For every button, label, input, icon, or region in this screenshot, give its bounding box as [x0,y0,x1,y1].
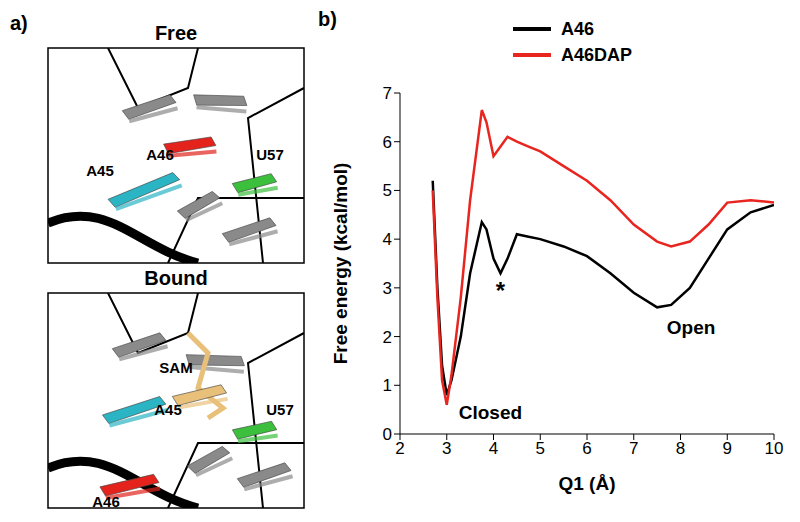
svg-text:a): a) [10,12,28,34]
html-text:b): b) [318,8,337,30]
svg-text:SAM: SAM [159,359,192,376]
svg-text:Q1 (Å): Q1 (Å) [559,473,616,494]
svg-text:0: 0 [383,425,392,444]
svg-text:6: 6 [383,133,392,152]
svg-text:A46: A46 [146,146,174,163]
svg-text:4: 4 [489,439,498,458]
svg-text:*: * [496,277,506,304]
svg-text:A45: A45 [154,401,182,418]
svg-text:6: 6 [582,439,591,458]
svg-text:5: 5 [383,181,392,200]
svg-text:Bound: Bound [144,267,207,289]
svg-text:U57: U57 [266,401,294,418]
svg-text:10: 10 [765,439,784,458]
svg-text:Free energy (kcal/mol): Free energy (kcal/mol) [330,163,351,365]
svg-text:Open: Open [667,317,716,338]
svg-text:1: 1 [383,376,392,395]
svg-text:9: 9 [723,439,732,458]
svg-text:Free: Free [155,22,197,44]
html-text:A46DAP: A46DAP [561,44,632,65]
svg-text:2: 2 [383,328,392,347]
svg-text:2: 2 [395,439,404,458]
svg-text:A46: A46 [92,493,120,510]
svg-text:3: 3 [442,439,451,458]
html-text:A46: A46 [561,18,594,39]
svg-text:A45: A45 [86,162,114,179]
svg-text:5: 5 [536,439,545,458]
svg-text:U57: U57 [256,146,284,163]
svg-text:Closed: Closed [459,402,522,423]
svg-text:4: 4 [383,230,392,249]
svg-text:3: 3 [383,279,392,298]
svg-text:7: 7 [629,439,638,458]
svg-text:8: 8 [676,439,685,458]
svg-text:7: 7 [383,84,392,103]
